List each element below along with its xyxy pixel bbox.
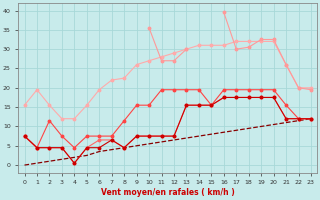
X-axis label: Vent moyen/en rafales ( km/h ): Vent moyen/en rafales ( km/h ) xyxy=(101,188,235,197)
